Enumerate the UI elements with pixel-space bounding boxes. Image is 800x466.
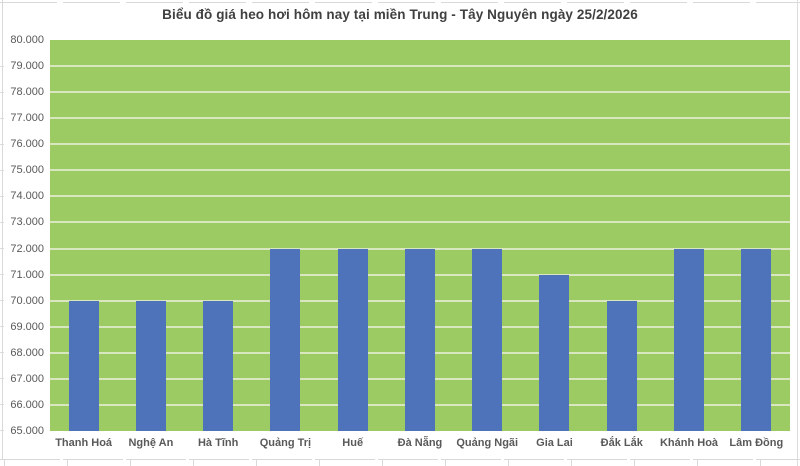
y-tick-label: 73.000 bbox=[10, 216, 44, 229]
spreadsheet-left-row-ticks bbox=[0, 66, 4, 432]
price-bar bbox=[606, 300, 637, 431]
gridline bbox=[50, 117, 790, 120]
gridline bbox=[50, 91, 790, 94]
price-bar bbox=[741, 248, 772, 431]
x-tick-label: Đà Nẵng bbox=[397, 437, 443, 449]
price-bar bbox=[674, 248, 705, 431]
y-tick-label: 76.000 bbox=[10, 138, 44, 151]
price-bar bbox=[270, 248, 301, 431]
y-tick-label: 80.000 bbox=[10, 34, 44, 46]
y-tick-label: 65.000 bbox=[10, 425, 44, 437]
bars-row bbox=[50, 40, 790, 431]
gridline bbox=[50, 195, 790, 198]
x-tick-label: Khánh Hoà bbox=[659, 437, 719, 449]
y-axis-labels: 65.000 66.000 67.000 68.000 69.000 70.000 71.0… bbox=[0, 34, 45, 437]
y-tick-label: 74.000 bbox=[10, 190, 44, 203]
y-tick-label: 79.000 bbox=[10, 60, 44, 73]
price-bar bbox=[404, 248, 435, 431]
y-tick-label: 71.000 bbox=[10, 268, 44, 281]
y-tick-label: 69.000 bbox=[10, 320, 44, 333]
bar-slot bbox=[655, 40, 722, 431]
bar-slot bbox=[521, 40, 588, 431]
spreadsheet-top-gridline bbox=[0, 2, 800, 3]
price-bar bbox=[135, 300, 166, 431]
x-tick-label: Quảng Ngãi bbox=[456, 437, 519, 449]
gridline bbox=[50, 221, 790, 224]
y-tick-label: 78.000 bbox=[10, 86, 44, 99]
y-tick-label: 75.000 bbox=[10, 164, 44, 177]
bar-slot bbox=[588, 40, 655, 431]
gridline bbox=[50, 169, 790, 172]
x-tick-label: Đắk Lắk bbox=[600, 437, 643, 449]
y-tick-label: 77.000 bbox=[10, 112, 44, 125]
bar-slot bbox=[117, 40, 184, 431]
y-tick-label: 72.000 bbox=[10, 242, 44, 255]
plot-area bbox=[50, 40, 790, 431]
gridline bbox=[50, 143, 790, 146]
price-bar bbox=[203, 300, 234, 431]
bar-slot bbox=[723, 40, 790, 431]
x-axis-labels: Thanh Hoá Nghệ An Hà Tĩnh Quảng Trị Huế Đà Nẵ… bbox=[50, 437, 790, 457]
bar-slot bbox=[252, 40, 319, 431]
y-tick-label: 66.000 bbox=[10, 398, 44, 411]
x-tick-label: Huế bbox=[342, 437, 364, 449]
gridline bbox=[50, 65, 790, 68]
y-tick-label: 70.000 bbox=[10, 294, 44, 307]
spreadsheet-bottom-column-ticks bbox=[4, 459, 800, 466]
x-tick-label: Gia Lai bbox=[536, 437, 573, 449]
x-tick-label: Quảng Trị bbox=[259, 437, 312, 449]
spreadsheet-right-gridline bbox=[797, 0, 798, 466]
bar-slot bbox=[454, 40, 521, 431]
y-tick-label: 68.000 bbox=[10, 346, 44, 359]
chart-title: Biểu đồ giá heo hơi hôm nay tại miền Tru… bbox=[162, 7, 638, 22]
bar-slot bbox=[386, 40, 453, 431]
bar-slot bbox=[185, 40, 252, 431]
bar-slot bbox=[50, 40, 117, 431]
x-tick-label: Nghệ An bbox=[128, 437, 174, 449]
x-tick-label: Hà Tĩnh bbox=[197, 437, 239, 449]
price-bar bbox=[337, 248, 368, 431]
price-bar bbox=[539, 274, 570, 431]
bar-slot bbox=[319, 40, 386, 431]
y-tick-label: 67.000 bbox=[10, 372, 44, 385]
x-tick-label: Thanh Hoá bbox=[55, 437, 113, 449]
x-tick-label: Lâm Đồng bbox=[729, 437, 784, 449]
price-bar bbox=[68, 300, 99, 431]
price-bar bbox=[472, 248, 503, 431]
